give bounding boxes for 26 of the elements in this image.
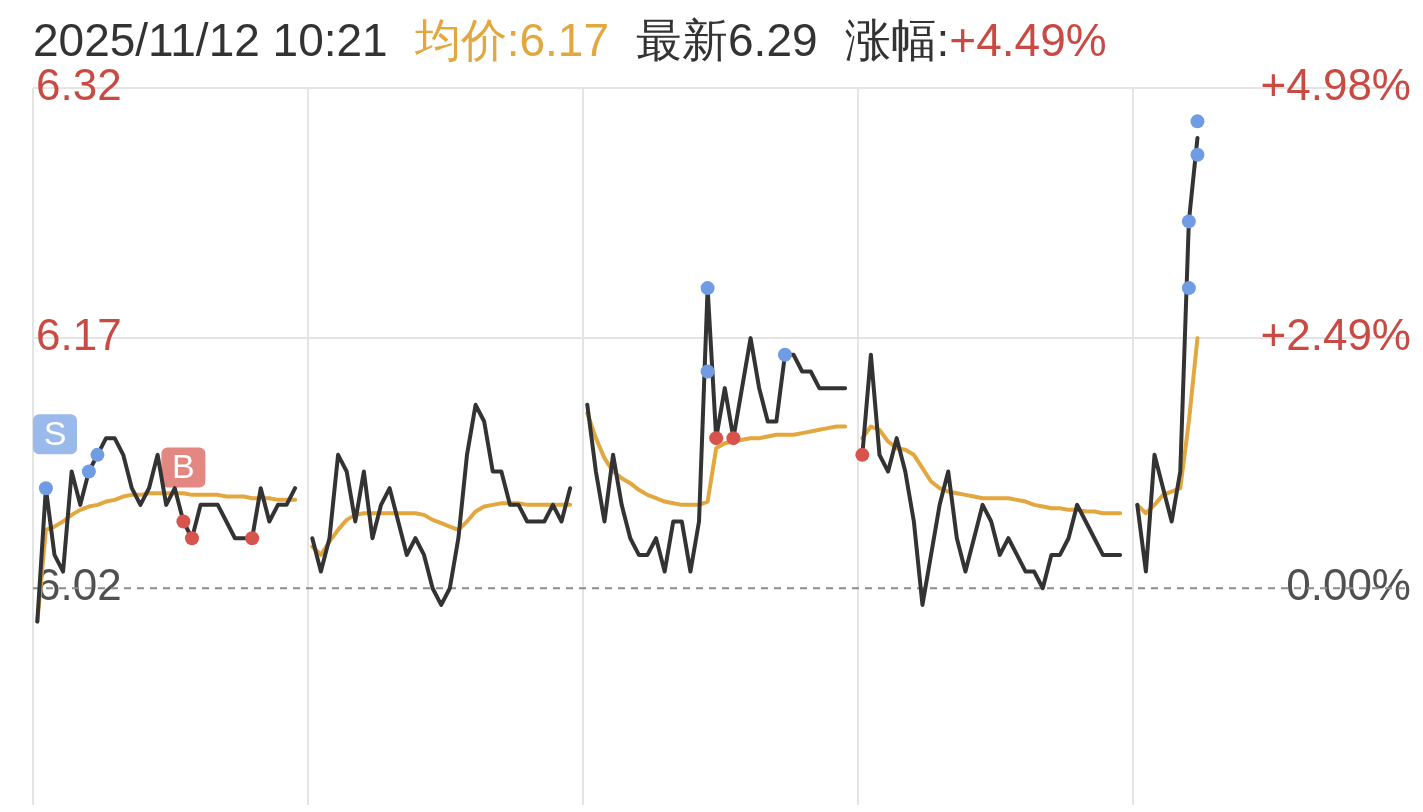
- data-label: B: [172, 446, 195, 485]
- point: [709, 431, 724, 446]
- point: [90, 447, 105, 462]
- point: [726, 431, 741, 446]
- data-label: S: [43, 413, 67, 452]
- y-tick-label: 6.17: [36, 310, 122, 360]
- text: 均价:6.17: [414, 14, 610, 66]
- point: [1190, 114, 1205, 129]
- point: [81, 464, 96, 479]
- point: [777, 347, 792, 362]
- point: [855, 447, 870, 462]
- point: [245, 531, 260, 546]
- text: 最新6.29: [636, 14, 818, 66]
- y2-tick-label: +2.49%: [1260, 310, 1411, 360]
- point: [700, 364, 715, 379]
- point: [1190, 147, 1205, 162]
- point: [184, 531, 199, 546]
- text: 涨幅:: [844, 14, 950, 66]
- text: +4.49%: [949, 14, 1107, 66]
- y2-tick-label: +4.98%: [1260, 60, 1411, 110]
- point: [700, 281, 715, 296]
- y2-tick-label: 0.00%: [1286, 560, 1411, 610]
- point: [1181, 281, 1196, 296]
- point: [1181, 214, 1196, 229]
- point: [38, 481, 53, 496]
- point: [176, 514, 191, 529]
